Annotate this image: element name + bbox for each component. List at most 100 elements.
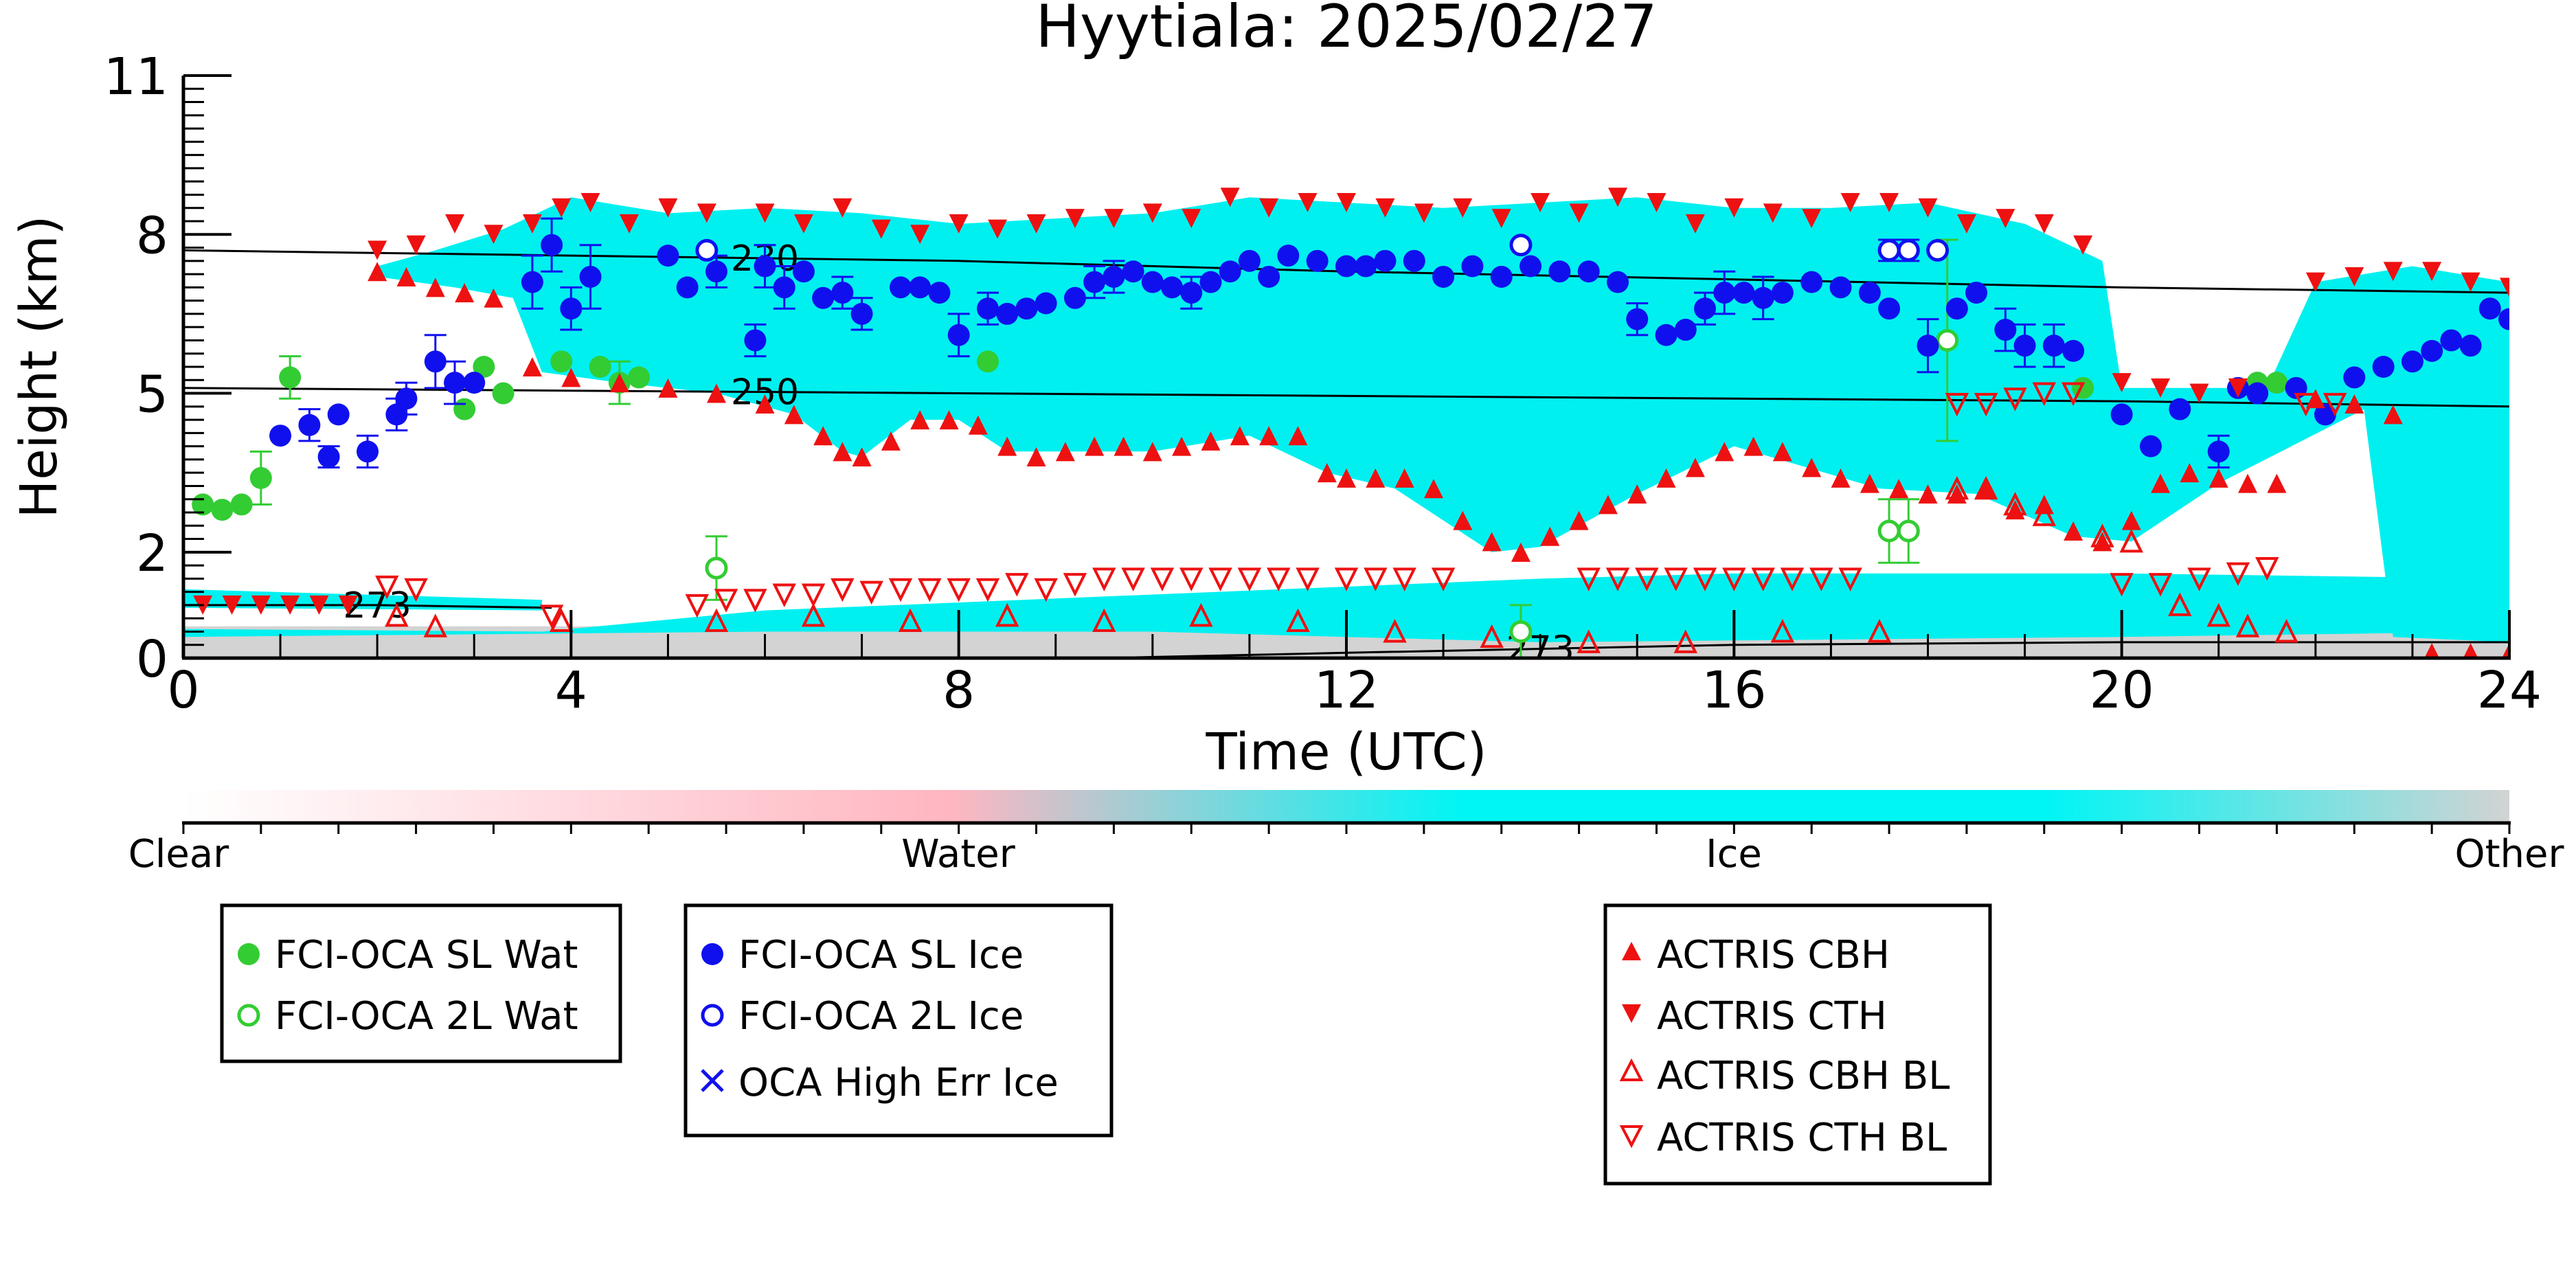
point-2-88	[2459, 335, 2482, 357]
point-1-0	[705, 556, 728, 580]
point-5-56	[2064, 521, 2083, 541]
point-5-28	[1259, 426, 1279, 446]
point-2-57	[1655, 324, 1677, 346]
point-6-58	[280, 595, 300, 615]
x-axis-ticks: 0 4 8 12 16 20 24	[167, 610, 2542, 720]
point-6-7	[619, 214, 639, 234]
point-7-9	[1286, 608, 1310, 633]
point-5-23	[1114, 436, 1133, 456]
point-5-24	[1142, 442, 1162, 462]
point-2-36	[1141, 271, 1164, 293]
point-5-36	[1482, 532, 1502, 552]
point-2-9	[463, 372, 486, 394]
point-5-60	[2180, 463, 2200, 483]
point-7-8	[1189, 602, 1213, 627]
point-2-33	[1083, 271, 1106, 293]
point-2-20	[792, 260, 815, 283]
point-8-43	[2061, 382, 2086, 407]
point-2-21	[812, 286, 835, 309]
point-5-33	[1394, 468, 1414, 488]
point-2-28	[976, 297, 999, 320]
point-5-69	[2502, 643, 2509, 658]
point-6-49	[2305, 272, 2325, 292]
point-0-2	[230, 493, 253, 516]
point-5-3	[455, 283, 475, 303]
legend-water: FCI-OCA SL Wat FCI-OCA 2L Wat	[220, 903, 622, 1063]
point-8-27	[1392, 567, 1416, 591]
point-2-24	[890, 276, 912, 299]
point-5-8	[658, 378, 678, 398]
point-5-11	[784, 405, 804, 425]
point-2-50	[1461, 255, 1484, 278]
point-6-18	[1065, 209, 1085, 229]
point-6-35	[1724, 198, 1744, 218]
point-6-3	[484, 225, 504, 245]
point-1-2	[1877, 519, 1901, 543]
point-5-58	[2121, 510, 2141, 530]
point-6-19	[1104, 209, 1124, 229]
point-8-44	[2110, 573, 2134, 597]
point-3-4	[1926, 238, 1950, 262]
point-8-28	[1431, 567, 1456, 591]
point-5-38	[1540, 526, 1560, 546]
point-8-29	[1577, 567, 1601, 591]
point-5-21	[1055, 442, 1075, 462]
point-6-31	[1569, 203, 1589, 223]
colorbar-label-clear: Clear	[128, 832, 229, 877]
point-8-31	[1635, 567, 1659, 591]
point-8-21	[1208, 567, 1232, 591]
point-6-10	[755, 203, 775, 223]
point-0-1	[211, 499, 234, 521]
point-8-1	[404, 578, 428, 602]
data-markers	[192, 188, 2509, 658]
point-7-3	[704, 608, 729, 633]
legend-label-cth-bl: ACTRIS CTH BL	[1657, 1116, 1947, 1160]
point-6-57	[251, 595, 271, 615]
point-8-32	[1664, 567, 1688, 591]
point-2-39	[1199, 271, 1222, 293]
y-axis-label: Height (km)	[10, 216, 69, 519]
point-5-2	[425, 278, 445, 297]
point-6-38	[1840, 193, 1860, 213]
y-tick-label-11: 11	[104, 47, 168, 106]
point-5-16	[910, 410, 930, 430]
point-5-61	[2208, 468, 2228, 488]
point-7-24	[2235, 613, 2260, 637]
point-8-23	[1267, 567, 1291, 591]
point-0-5	[453, 398, 476, 420]
point-0-9	[589, 356, 611, 378]
point-5-35	[1453, 510, 1473, 530]
point-2-83	[2343, 366, 2366, 389]
point-6-9	[697, 203, 716, 223]
point-2-4	[357, 440, 379, 463]
point-2-11	[541, 234, 563, 256]
colorbar: Clear Water Ice Other	[128, 790, 2564, 877]
point-8-38	[1838, 567, 1862, 591]
point-5-29	[1288, 426, 1308, 446]
point-2-71	[1994, 319, 2017, 341]
point-8-26	[1364, 567, 1388, 591]
axes: 0 2 5 8 11 0 4 8 12 16 20 24	[104, 47, 2542, 720]
legend-label-2l-ice: FCI-OCA 2L Ice	[738, 994, 1024, 1039]
legend-marker-sl-ice	[701, 943, 723, 965]
point-6-11	[793, 214, 813, 234]
point-8-6	[772, 583, 796, 607]
point-2-13	[579, 265, 602, 288]
point-8-46	[2187, 567, 2211, 591]
point-8-47	[2226, 562, 2250, 587]
point-5-50	[1889, 479, 1909, 499]
point-2-89	[2478, 297, 2501, 320]
legend-marker-2l-ice	[701, 1004, 724, 1027]
point-2-85	[2401, 350, 2424, 373]
point-8-45	[2148, 573, 2173, 597]
contour-line-273-2	[183, 604, 552, 609]
point-0-7	[492, 382, 515, 405]
point-5-19	[997, 436, 1017, 456]
point-5-34	[1423, 479, 1443, 499]
point-6-46	[2151, 378, 2171, 398]
legend-marker-high-err-ice	[701, 1069, 724, 1092]
point-2-31	[1035, 292, 1057, 315]
point-0-6	[473, 356, 495, 378]
point-8-13	[975, 578, 1000, 602]
point-2-90	[2498, 308, 2509, 330]
